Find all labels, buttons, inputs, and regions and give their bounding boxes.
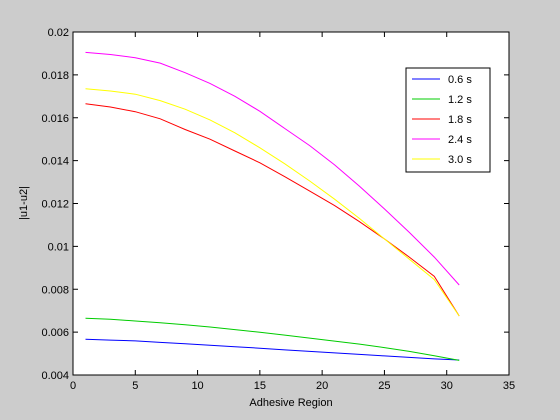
x-tick-label: 35 xyxy=(503,380,515,392)
y-tick-label: 0.006 xyxy=(41,327,69,339)
legend-label: 3.0 s xyxy=(448,154,472,166)
legend-label: 2.4 s xyxy=(448,134,472,146)
legend-label: 0.6 s xyxy=(448,74,472,86)
x-tick-label: 25 xyxy=(378,380,390,392)
series-line-1-2-s xyxy=(85,317,460,361)
x-tick-label: 20 xyxy=(316,380,328,392)
y-tick-label: 0.014 xyxy=(41,156,69,168)
y-axis-label: |u1-u2| xyxy=(18,186,30,220)
y-tick-label: 0.018 xyxy=(41,70,69,82)
y-tick-label: 0.02 xyxy=(48,27,69,39)
legend-label: 1.8 s xyxy=(448,114,472,126)
x-tick-label: 30 xyxy=(441,380,453,392)
series-line-2-4-s xyxy=(85,51,460,286)
legend-box xyxy=(405,67,491,173)
series-line-1-8-s xyxy=(85,103,460,317)
legend-label: 1.2 s xyxy=(448,94,472,106)
legend: 0.6 s 1.2 s 1.8 s 2.4 s 3.0 s xyxy=(405,67,491,173)
tick-layer: 0 5 10 15 20 25 30 35 0.004 0.006 0.008 0.01 0.012 0.… xyxy=(41,27,515,392)
y-tick-label: 0.012 xyxy=(41,199,69,211)
y-tick-label: 0.004 xyxy=(41,370,69,382)
x-tick-label: 15 xyxy=(254,380,266,392)
x-tick-label: 10 xyxy=(191,380,203,392)
series-line-0-6-s xyxy=(85,338,460,361)
series-layer xyxy=(85,51,460,361)
y-tick-label: 0.008 xyxy=(41,284,69,296)
y-tick-label: 0.016 xyxy=(41,113,69,125)
y-tick-label: 0.01 xyxy=(48,241,69,253)
x-axis-label: Adhesive Region xyxy=(249,397,332,409)
x-tick-label: 0 xyxy=(70,380,76,392)
x-tick-label: 5 xyxy=(132,380,138,392)
series-line-3-0-s xyxy=(85,88,460,317)
